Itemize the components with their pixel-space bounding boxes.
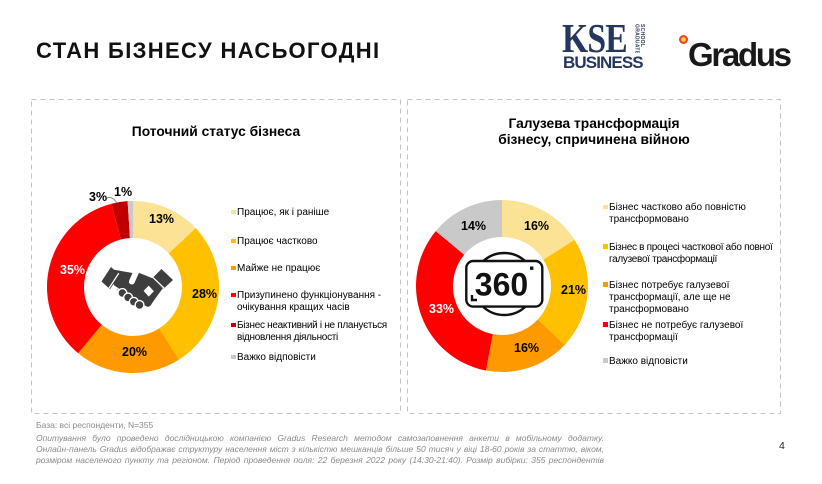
svg-text:360: 360 — [475, 267, 528, 303]
